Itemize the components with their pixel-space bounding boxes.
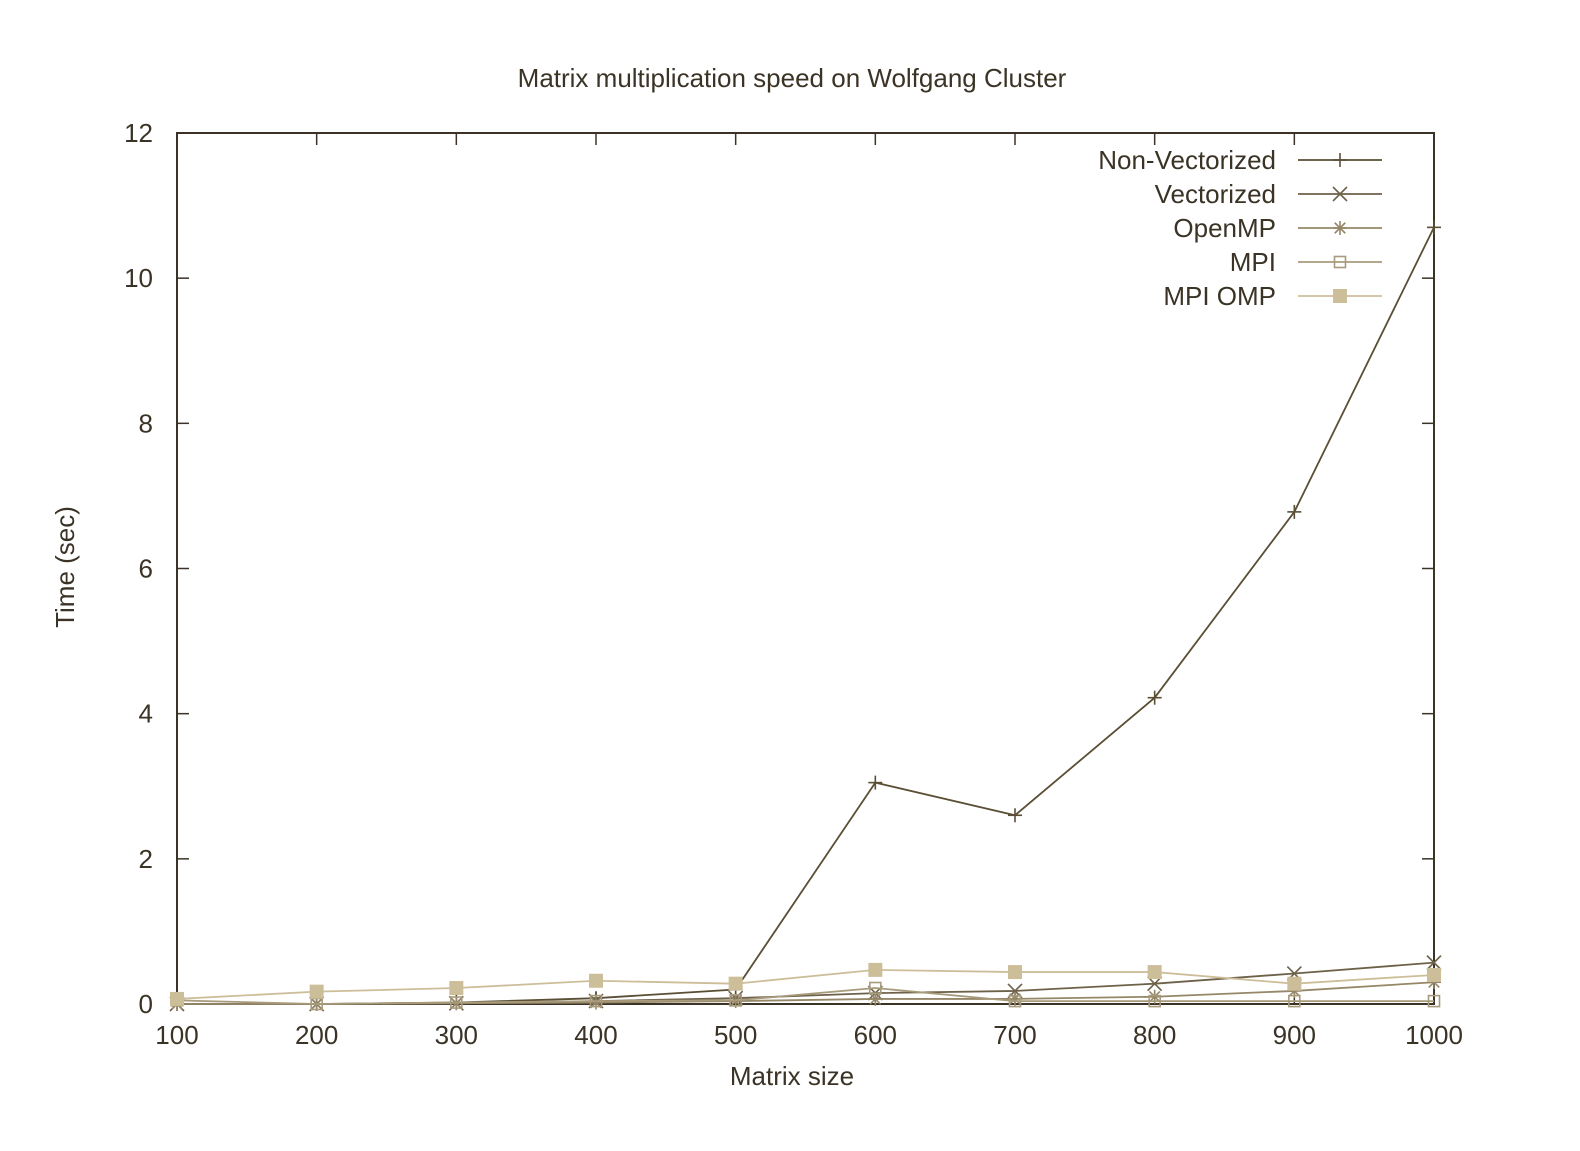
- legend-swatch-marker: [1333, 153, 1347, 167]
- legend-swatch-marker: [1332, 186, 1348, 202]
- series-line: [176, 968, 1435, 1000]
- y-tick-label: 0: [139, 989, 153, 1019]
- y-tick-label: 4: [139, 699, 153, 729]
- chart-title: Matrix multiplication speed on Wolfgang …: [518, 63, 1067, 93]
- x-tick-label: 900: [1273, 1020, 1316, 1050]
- legend-swatch-marker: [1333, 221, 1347, 235]
- x-axis-label: Matrix size: [730, 1061, 854, 1091]
- legend: Non-Vectorized Vectorized OpenMP MPI MPI OMP: [1098, 145, 1382, 311]
- data-point: [1147, 690, 1162, 705]
- data-point: [1287, 504, 1302, 519]
- legend-swatch-marker: [1333, 289, 1347, 303]
- x-tick-label: 400: [574, 1020, 617, 1050]
- data-point: [729, 994, 742, 1007]
- legend-item: Non-Vectorized: [1098, 145, 1382, 175]
- y-tick-label: 12: [124, 118, 153, 148]
- series-line: [176, 987, 1434, 1005]
- y-tick-label: 8: [139, 408, 153, 438]
- x-tick-label: 1000: [1405, 1020, 1463, 1050]
- data-point: [1148, 994, 1161, 1008]
- x-tick-label: 200: [295, 1020, 338, 1050]
- x-tick-label: 300: [435, 1020, 478, 1050]
- series-line: [177, 961, 1435, 1005]
- legend-label: OpenMP: [1173, 213, 1276, 243]
- legend-label: Vectorized: [1155, 179, 1276, 209]
- x-tick-label: 100: [155, 1020, 198, 1050]
- series-non-vectorized: [170, 220, 1441, 1011]
- legend-label: MPI: [1230, 247, 1276, 277]
- y-tick-label: 6: [139, 554, 153, 584]
- series-mpi-omp: [170, 962, 1441, 1006]
- data-point: [1147, 965, 1162, 980]
- data-point: [869, 981, 882, 995]
- legend-item: OpenMP: [1173, 213, 1382, 243]
- data-point: [170, 991, 184, 1006]
- x-tick-label: 600: [854, 1020, 897, 1050]
- data-point: [1287, 976, 1302, 991]
- data-point: [868, 962, 883, 977]
- legend-label: MPI OMP: [1163, 281, 1276, 311]
- legend-item: Vectorized: [1155, 179, 1382, 209]
- y-axis-label: Time (sec): [50, 506, 80, 628]
- legend-label: Non-Vectorized: [1098, 145, 1276, 175]
- data-point: [1008, 808, 1022, 823]
- y-tick-label: 2: [139, 844, 153, 874]
- x-tick-label: 500: [714, 1020, 757, 1050]
- x-tick-label: 700: [993, 1020, 1036, 1050]
- legend-swatch-marker: [1333, 255, 1347, 269]
- data-point: [309, 984, 324, 999]
- legend-item: MPI OMP: [1163, 281, 1382, 311]
- axis-ticks: 100 200 300 400 500 600 700 800 900 1000 0 2 4 6 8 10 12: [124, 118, 1463, 1050]
- data-series: [169, 220, 1442, 1012]
- data-point: [1288, 994, 1301, 1008]
- data-point: [1008, 965, 1022, 980]
- y-tick-label: 10: [124, 263, 153, 293]
- legend-item: MPI: [1230, 247, 1382, 277]
- data-point: [868, 991, 883, 1006]
- data-point: [1427, 967, 1441, 982]
- data-point: [589, 973, 603, 988]
- data-point: [1427, 220, 1441, 235]
- data-point: [1427, 994, 1441, 1008]
- x-tick-label: 800: [1133, 1020, 1176, 1050]
- data-point: [728, 976, 743, 991]
- data-point: [1426, 955, 1442, 971]
- data-point: [449, 981, 464, 996]
- data-point: [589, 994, 603, 1008]
- series-line: [177, 226, 1435, 1005]
- data-point: [868, 775, 883, 790]
- data-point: [450, 996, 463, 1009]
- data-point: [1008, 994, 1022, 1008]
